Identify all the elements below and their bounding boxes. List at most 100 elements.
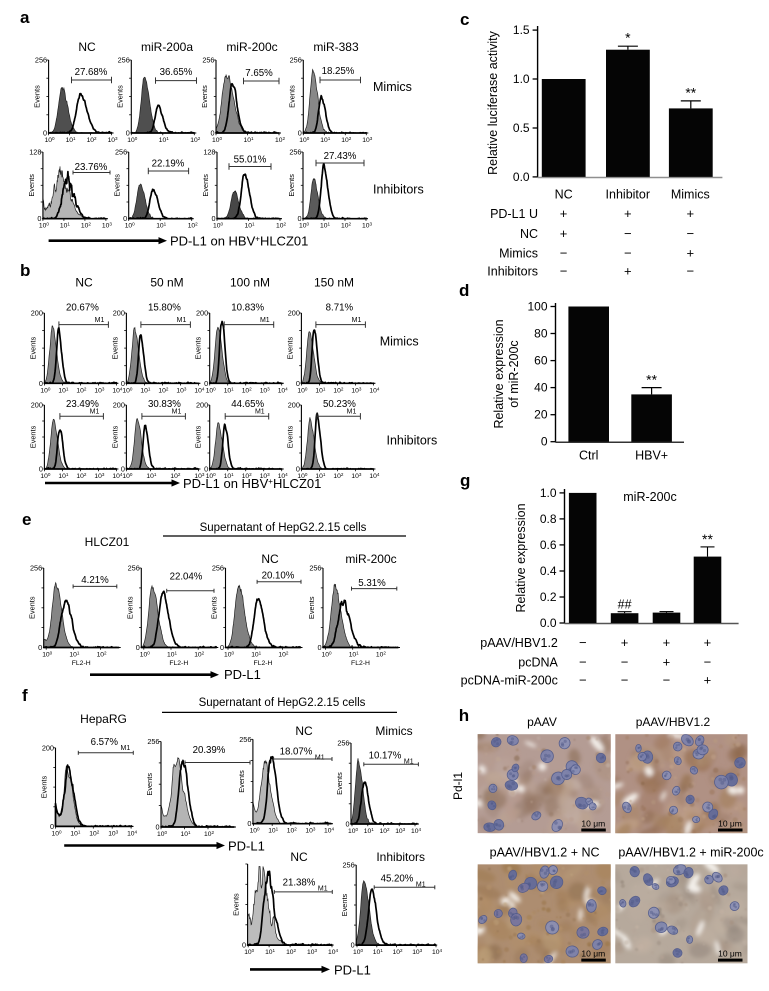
svg-text:103: 103 [351,386,361,395]
svg-text:Events: Events [194,425,203,448]
svg-text:256: 256 [289,148,301,157]
svg-text:256: 256 [239,735,251,744]
svg-text:101: 101 [320,136,330,145]
svg-text:22.19%: 22.19% [152,159,185,170]
svg-text:Inhibitors: Inhibitors [387,434,438,448]
svg-text:−: − [579,635,587,650]
svg-text:100: 100 [321,650,331,659]
svg-text:102: 102 [97,650,107,659]
svg-text:44.65%: 44.65% [231,399,264,410]
svg-text:0.2: 0.2 [540,590,557,604]
svg-text:a: a [20,8,30,27]
svg-text:NC: NC [75,276,93,290]
svg-text:101: 101 [180,830,190,839]
svg-text:15.80%: 15.80% [148,303,181,314]
svg-text:M1: M1 [121,745,131,752]
svg-text:101: 101 [159,136,169,145]
svg-text:+: + [687,246,695,261]
svg-text:100: 100 [213,221,223,230]
svg-text:−: − [621,655,629,670]
svg-text:HBV+: HBV+ [635,449,668,463]
svg-text:150 nM: 150 nM [314,276,354,290]
svg-text:of miR-200c: of miR-200c [507,340,521,407]
svg-text:0: 0 [317,643,321,652]
svg-text:20.67%: 20.67% [66,303,99,314]
svg-text:**: ** [685,84,696,100]
svg-text:100: 100 [40,472,50,481]
svg-text:Events: Events [113,174,122,197]
svg-text:102: 102 [76,472,86,481]
svg-text:101: 101 [364,827,374,836]
svg-text:pAAV/HBV1.2 + miR-200c: pAAV/HBV1.2 + miR-200c [618,846,763,860]
svg-text:10 μm: 10 μm [718,949,742,959]
svg-text:40: 40 [534,381,548,395]
svg-text:0: 0 [43,129,47,138]
svg-text:100: 100 [348,827,358,836]
svg-text:18.07%: 18.07% [280,747,313,758]
svg-text:103: 103 [94,386,104,395]
svg-text:103: 103 [102,221,112,230]
svg-text:Inhibitors: Inhibitors [373,183,424,197]
svg-text:101: 101 [320,221,330,230]
svg-text:+: + [663,635,671,650]
svg-text:0: 0 [204,465,208,474]
svg-text:0: 0 [297,214,301,223]
svg-text:101: 101 [244,221,254,230]
svg-text:10.83%: 10.83% [231,303,264,314]
svg-text:4.21%: 4.21% [81,575,109,586]
svg-text:102: 102 [287,826,297,835]
svg-text:Events: Events [307,596,316,619]
svg-text:256: 256 [118,56,130,65]
svg-text:101: 101 [315,472,325,481]
svg-text:FL2-H: FL2-H [72,660,91,667]
svg-text:Events: Events [110,425,119,448]
svg-text:M1: M1 [255,409,265,416]
svg-text:256: 256 [202,56,214,65]
svg-text:256: 256 [115,148,127,157]
svg-text:FL2-H: FL2-H [169,660,188,667]
svg-text:101: 101 [156,221,166,230]
svg-text:Mimics: Mimics [499,247,538,261]
svg-text:104: 104 [112,386,122,395]
svg-text:0: 0 [242,941,246,950]
svg-text:102: 102 [392,948,402,957]
svg-text:Events: Events [285,337,294,360]
svg-text:102: 102 [242,386,252,395]
svg-text:−: − [624,226,632,241]
svg-text:**: ** [702,531,713,547]
svg-text:0: 0 [123,214,127,223]
svg-text:100: 100 [51,829,61,838]
svg-text:102: 102 [76,386,86,395]
svg-text:FL2-H: FL2-H [254,660,273,667]
svg-text:103: 103 [305,826,315,835]
svg-text:102: 102 [89,829,99,838]
svg-text:102: 102 [275,136,285,145]
svg-text:NC: NC [78,40,96,54]
svg-text:Supernatant of HepG2.2.15 cell: Supernatant of HepG2.2.15 cells [200,522,367,534]
svg-text:0.6: 0.6 [540,538,557,552]
svg-text:M1: M1 [172,409,182,416]
svg-text:d: d [459,281,469,300]
svg-text:102: 102 [341,221,351,230]
svg-text:0: 0 [121,379,125,388]
svg-text:27.68%: 27.68% [75,67,108,78]
svg-text:Events: Events [125,596,134,619]
svg-text:20.10%: 20.10% [262,571,295,582]
svg-text:100: 100 [297,386,307,395]
svg-text:101: 101 [251,650,261,659]
svg-text:102: 102 [188,221,198,230]
svg-text:Relative expression: Relative expression [514,503,528,612]
svg-text:Events: Events [40,776,49,799]
svg-text:pAAV/HBV1.2: pAAV/HBV1.2 [480,636,558,650]
svg-text:101: 101 [60,221,70,230]
svg-text:18.25%: 18.25% [322,66,355,77]
svg-text:100: 100 [212,136,222,145]
svg-text:PD-L1: PD-L1 [228,839,265,854]
svg-text:+: + [663,655,671,670]
svg-text:100: 100 [206,472,216,481]
svg-text:36.65%: 36.65% [160,67,193,78]
svg-text:Events: Events [110,337,119,360]
svg-text:102: 102 [286,948,296,957]
svg-text:60: 60 [534,354,548,368]
svg-text:*: * [625,30,631,46]
